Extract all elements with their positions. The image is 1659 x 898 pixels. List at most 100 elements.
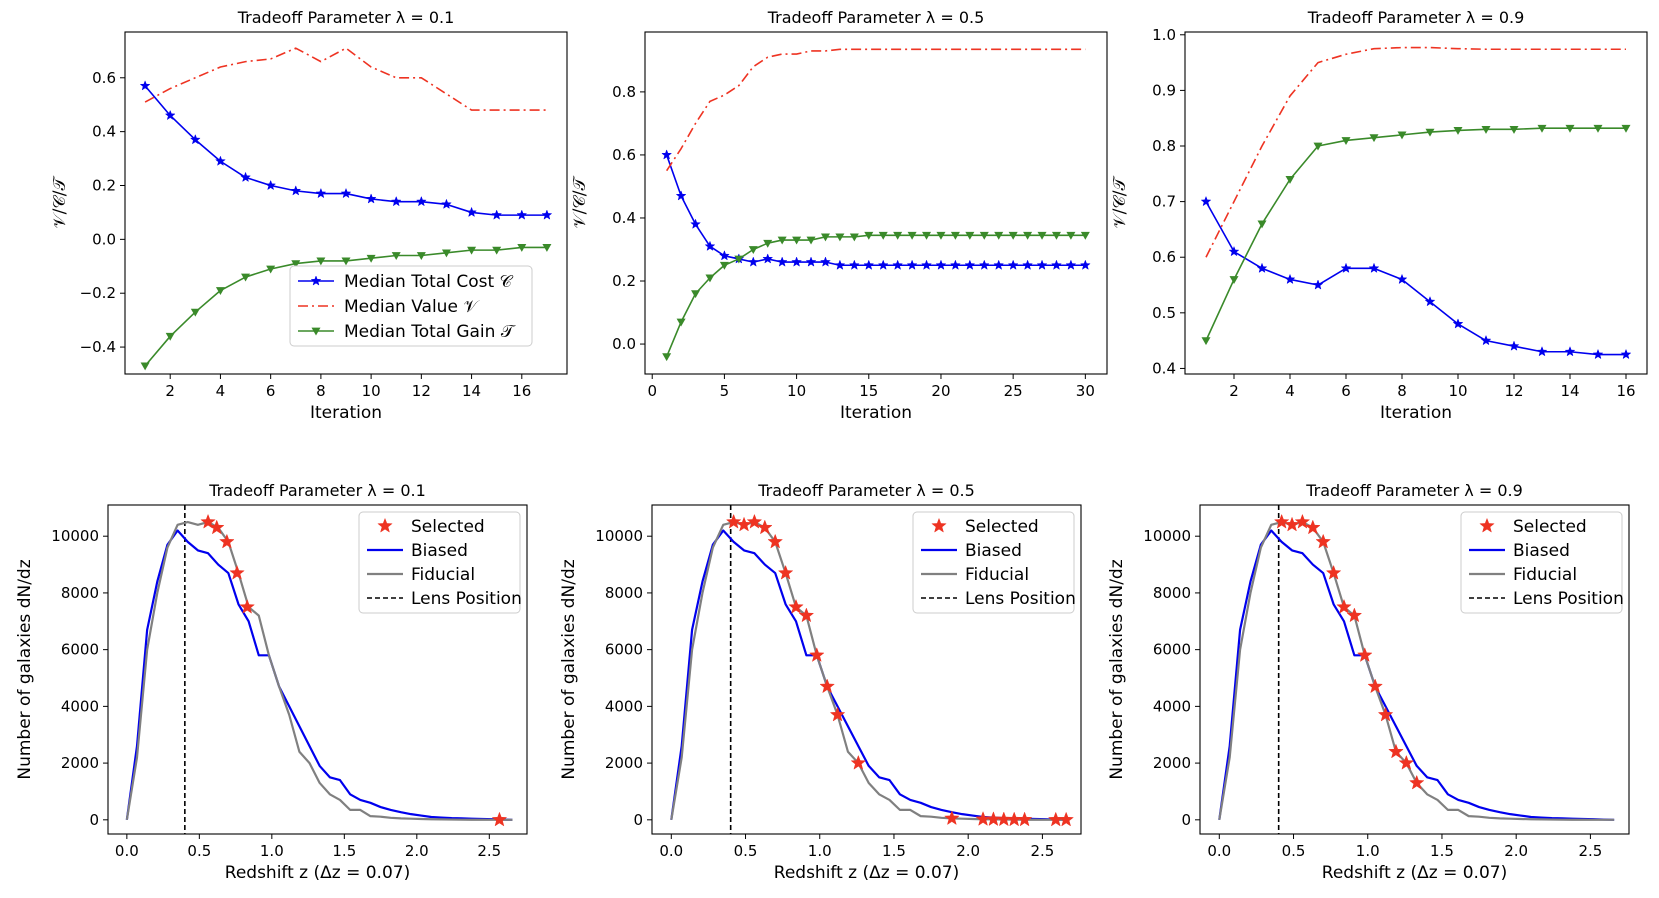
legend-label-selected: Selected bbox=[411, 517, 485, 537]
series-point-cost bbox=[240, 171, 251, 183]
x-tick-label: 10 bbox=[362, 382, 381, 400]
x-tick-label: 0.0 bbox=[115, 842, 139, 860]
chart-title: Tradeoff Parameter λ = 0.1 bbox=[208, 481, 426, 500]
series-point-gain bbox=[1051, 231, 1061, 240]
legend-label-lens: Lens Position bbox=[965, 589, 1076, 609]
selected-point bbox=[1284, 516, 1300, 532]
legend-label-fiducial: Fiducial bbox=[1513, 565, 1577, 585]
series-point-cost bbox=[441, 198, 452, 209]
series-point-gain bbox=[950, 231, 960, 240]
selected-point bbox=[798, 607, 815, 623]
selected-point bbox=[1305, 519, 1321, 535]
plot-area bbox=[139, 47, 553, 371]
y-tick-label: 0.0 bbox=[92, 230, 116, 248]
x-tick-label: 2 bbox=[165, 382, 175, 400]
x-tick-label: 1.0 bbox=[1356, 842, 1380, 860]
series-point-gain bbox=[1008, 231, 1018, 240]
y-tick-label: 2000 bbox=[1153, 754, 1191, 772]
series-point-cost bbox=[541, 209, 553, 220]
legend-label-value: Median Value 𝒱 bbox=[344, 297, 480, 317]
y-tick-label: 4000 bbox=[1153, 697, 1191, 715]
selected-point bbox=[1346, 607, 1363, 623]
series-point-cost bbox=[340, 187, 352, 199]
x-tick-label: 8 bbox=[316, 382, 326, 400]
series-point-gain bbox=[1080, 231, 1090, 240]
series-point-cost bbox=[1007, 259, 1019, 270]
chart-title: Tradeoff Parameter λ = 0.9 bbox=[1305, 481, 1523, 500]
x-tick-label: 25 bbox=[1004, 382, 1023, 400]
axes-frame bbox=[1184, 31, 1648, 375]
legend-box bbox=[358, 511, 521, 614]
x-tick-label: 1.5 bbox=[882, 842, 906, 860]
series-point-cost bbox=[1508, 340, 1520, 351]
series-point-gain bbox=[1425, 128, 1435, 137]
x-tick-label: 0.0 bbox=[1207, 842, 1231, 860]
selected-point bbox=[239, 598, 255, 614]
series-point-cost bbox=[704, 240, 716, 251]
series-point-cost bbox=[265, 179, 277, 191]
y-tick-label: 0.4 bbox=[612, 209, 636, 227]
x-tick-label: 16 bbox=[1616, 382, 1635, 400]
x-tick-label: 20 bbox=[931, 382, 950, 400]
x-tick-label: 2 bbox=[1229, 382, 1239, 400]
y-tick-label: 8000 bbox=[61, 584, 99, 602]
x-tick-label: 10 bbox=[787, 382, 806, 400]
x-axis-label: Iteration bbox=[840, 403, 912, 423]
series-point-gain bbox=[1066, 231, 1076, 240]
selected-point bbox=[1377, 706, 1394, 722]
series-point-cost bbox=[491, 209, 503, 220]
series-point-cost bbox=[834, 259, 846, 270]
selected-point bbox=[850, 754, 867, 770]
series-point-cost bbox=[863, 259, 875, 270]
y-tick-label: 0 bbox=[1181, 811, 1191, 829]
series-point-cost bbox=[415, 195, 427, 207]
series-point-gain bbox=[1285, 175, 1295, 184]
legend-label-biased: Biased bbox=[1513, 541, 1570, 561]
x-tick-label: 2.0 bbox=[1504, 842, 1528, 860]
series-point-gain bbox=[190, 308, 200, 317]
series-point-gain bbox=[266, 265, 276, 274]
x-tick-label: 0.5 bbox=[734, 842, 758, 860]
series-point-cost bbox=[164, 109, 176, 121]
series-point-cost bbox=[139, 80, 151, 91]
axes-frame bbox=[1199, 504, 1630, 835]
plot-area bbox=[670, 505, 1074, 834]
series-point-gain bbox=[1537, 124, 1547, 133]
y-tick-label: 0.7 bbox=[1152, 193, 1176, 211]
plot-area bbox=[125, 505, 513, 834]
series-point-cost bbox=[1480, 334, 1492, 346]
selected-point bbox=[757, 519, 773, 535]
selected-point bbox=[200, 513, 216, 529]
selected-point bbox=[229, 564, 245, 580]
series-point-gain bbox=[719, 261, 729, 270]
series-point-gain bbox=[806, 236, 816, 245]
series-point-gain bbox=[1453, 127, 1463, 135]
y-tick-label: 0.0 bbox=[612, 335, 636, 353]
selected-point bbox=[767, 533, 784, 549]
y-tick-label: 8000 bbox=[1153, 584, 1191, 602]
legend-label-lens: Lens Position bbox=[1513, 589, 1624, 609]
series-point-gain bbox=[907, 231, 917, 240]
series-point-cost bbox=[1424, 295, 1436, 307]
series-point-cost bbox=[718, 250, 730, 261]
series-point-gain bbox=[777, 236, 787, 245]
y-axis-label: Number of galaxies dN/dz bbox=[559, 559, 579, 779]
series-point-gain bbox=[1593, 124, 1603, 133]
series-point-gain bbox=[517, 244, 527, 252]
selected-point bbox=[746, 513, 763, 529]
series-point-cost bbox=[1022, 259, 1034, 270]
selected-point bbox=[1058, 811, 1074, 827]
legend-label-fiducial: Fiducial bbox=[411, 565, 475, 585]
y-tick-label: 2000 bbox=[605, 754, 643, 772]
series-point-gain bbox=[140, 362, 150, 371]
series-point-gain bbox=[241, 273, 251, 282]
chart-panel-6: Tradeoff Parameter λ = 0.9 0.0 0.5 1.0 1.5 2.… bbox=[1107, 481, 1630, 883]
series-point-gain bbox=[820, 233, 830, 242]
series-point-gain bbox=[979, 231, 989, 240]
series-point-gain bbox=[994, 231, 1004, 240]
chart-title: Tradeoff Parameter λ = 0.1 bbox=[237, 8, 455, 27]
selected-point bbox=[219, 533, 235, 549]
y-tick-label: 6000 bbox=[605, 641, 643, 659]
legend-box bbox=[289, 265, 533, 347]
